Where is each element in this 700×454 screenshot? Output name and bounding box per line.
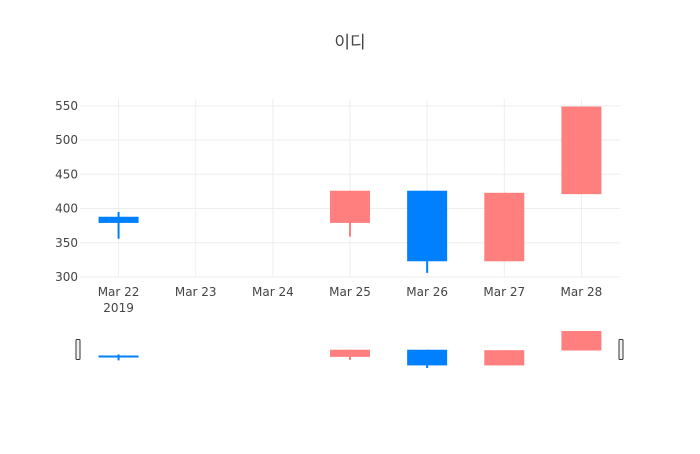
slider-candle-body bbox=[98, 355, 139, 358]
slider-candle-body bbox=[484, 350, 525, 366]
x-tick-label: Mar 26 bbox=[406, 285, 448, 299]
candle-body bbox=[98, 216, 139, 223]
range-slider[interactable] bbox=[75, 331, 624, 368]
slider-candle-body bbox=[407, 349, 448, 366]
candle[interactable] bbox=[407, 190, 448, 273]
candle[interactable] bbox=[98, 211, 139, 239]
slider-candle-body bbox=[330, 349, 370, 357]
grid-layer bbox=[80, 99, 620, 278]
x-tick-label: Mar 24 bbox=[252, 285, 294, 299]
y-tick-label: 500 bbox=[55, 133, 78, 147]
x-tick-label: Mar 22 bbox=[98, 285, 140, 299]
slider-candle bbox=[484, 350, 525, 366]
x-axis-ticks: Mar 22 2019 Mar 23 Mar 24 Mar 25 Mar 26 Mar 27… bbox=[98, 285, 603, 315]
x-tick-label: Mar 23 bbox=[175, 285, 217, 299]
x-tick-label: Mar 25 bbox=[329, 285, 371, 299]
candle[interactable] bbox=[330, 190, 370, 237]
range-slider-left-handle[interactable] bbox=[75, 339, 81, 360]
y-axis-ticks: 300 350 400 450 500 550 bbox=[55, 99, 78, 284]
x-tick-label: Mar 27 bbox=[483, 285, 525, 299]
candle-body bbox=[561, 106, 602, 195]
slider-candle bbox=[330, 349, 370, 360]
y-tick-label: 400 bbox=[55, 202, 78, 216]
slider-candle bbox=[561, 331, 602, 351]
slider-candle-body bbox=[561, 331, 602, 351]
candle-body bbox=[407, 190, 448, 262]
y-tick-label: 550 bbox=[55, 99, 78, 113]
candle[interactable] bbox=[484, 192, 525, 262]
candle-body bbox=[484, 192, 525, 262]
x-tick-label: Mar 28 bbox=[561, 285, 603, 299]
chart-title: 이디 bbox=[334, 33, 365, 53]
range-slider-right-handle[interactable] bbox=[618, 339, 624, 360]
y-tick-label: 300 bbox=[55, 270, 78, 284]
y-tick-label: 350 bbox=[55, 236, 78, 250]
candles[interactable] bbox=[98, 106, 602, 273]
candle[interactable] bbox=[561, 106, 602, 195]
x-tick-sublabel: 2019 bbox=[103, 301, 134, 315]
slider-candle bbox=[407, 349, 448, 368]
y-tick-label: 450 bbox=[55, 167, 78, 181]
slider-candle bbox=[98, 354, 139, 361]
candle-body bbox=[330, 190, 370, 223]
